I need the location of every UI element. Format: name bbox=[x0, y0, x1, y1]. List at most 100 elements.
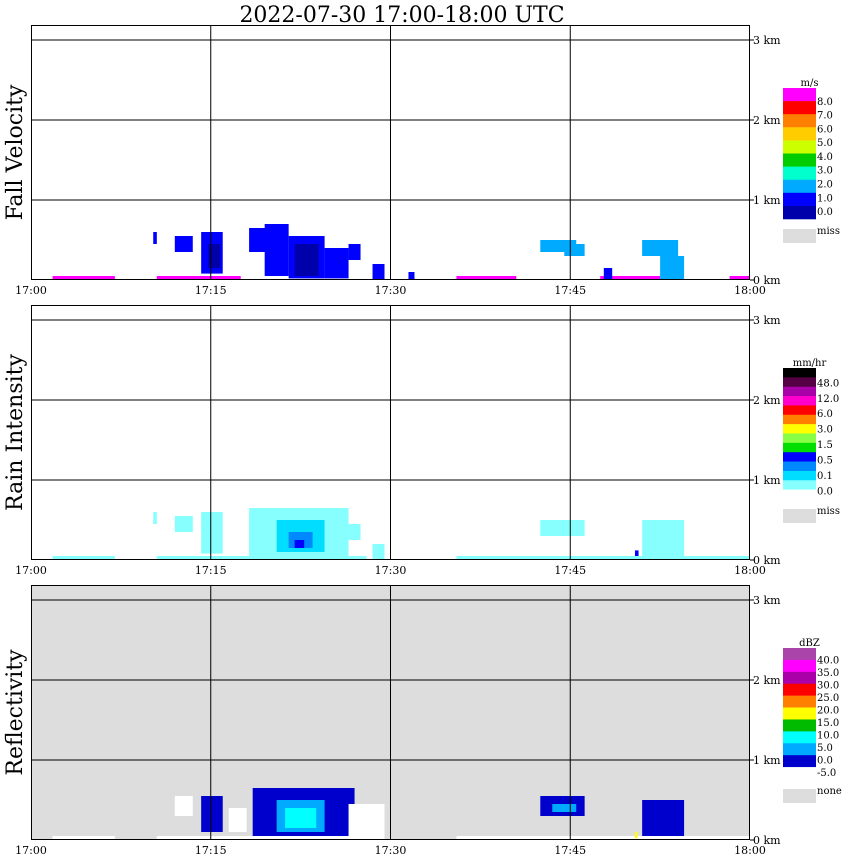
x-tick-label: 17:00 bbox=[15, 284, 47, 297]
echo-cell bbox=[208, 244, 221, 268]
colorbar-label: 35.0 bbox=[817, 668, 839, 679]
y-tick-label: 3 km bbox=[753, 594, 781, 607]
echo-cell bbox=[603, 268, 613, 280]
x-tick-label: 17:45 bbox=[554, 564, 586, 577]
colorbar-label: 15.0 bbox=[817, 718, 839, 729]
echo-cell bbox=[552, 804, 577, 812]
colorbar-label: 6.0 bbox=[817, 124, 833, 135]
colorbar-swatch bbox=[783, 683, 816, 696]
x-tick-label: 17:30 bbox=[375, 284, 407, 297]
echo-cell bbox=[564, 244, 585, 256]
echo-cell bbox=[285, 808, 317, 828]
x-tick-label: 17:45 bbox=[554, 844, 586, 857]
colorbar-swatch bbox=[783, 442, 816, 453]
colorbar-swatch bbox=[783, 166, 816, 180]
colorbar-swatch bbox=[783, 452, 816, 462]
colorbar-missing-label: miss bbox=[817, 506, 840, 517]
colorbar-label: 0.0 bbox=[817, 755, 833, 766]
x-tick-label: 17:30 bbox=[375, 564, 407, 577]
y-tick-label: 1 km bbox=[753, 754, 781, 767]
colorbar-label: 7.0 bbox=[817, 111, 833, 122]
colorbar-label: 2.0 bbox=[817, 180, 833, 191]
y-tick-label: 1 km bbox=[753, 194, 781, 207]
echo-cell bbox=[456, 836, 750, 840]
colorbar-swatch bbox=[783, 192, 816, 207]
y-tick-label: 2 km bbox=[753, 674, 781, 687]
echo-cell bbox=[153, 512, 157, 524]
colorbar-label: 1.5 bbox=[817, 440, 833, 451]
colorbar-swatch bbox=[783, 386, 816, 397]
colorbar-swatch bbox=[783, 88, 816, 102]
colorbar-swatch bbox=[783, 179, 816, 194]
colorbar-label: 5.0 bbox=[817, 138, 833, 149]
y-tick-label: 0 km bbox=[753, 274, 781, 287]
echo-cell bbox=[634, 832, 638, 839]
fall-velocity-panel: 17:00 17:15 17:30 17:45 18:000 km 1 km 2 km 3 k… bbox=[3, 25, 840, 297]
echo-cell bbox=[372, 264, 385, 280]
colorbar-swatch bbox=[783, 671, 816, 685]
echo-cell bbox=[294, 540, 305, 548]
colorbar-swatch bbox=[783, 480, 816, 490]
colorbar-label: 10.0 bbox=[817, 730, 839, 741]
echo-cell bbox=[660, 256, 685, 280]
echo-cell bbox=[174, 516, 193, 532]
panel-label: Fall Velocity bbox=[3, 84, 28, 220]
colorbar-unit: dBZ bbox=[799, 638, 820, 649]
colorbar-label: 40.0 bbox=[817, 655, 839, 666]
colorbar-swatch bbox=[783, 153, 816, 167]
echo-cell bbox=[642, 800, 685, 836]
x-tick-label: 18:00 bbox=[734, 284, 766, 297]
colorbar-swatch bbox=[783, 405, 816, 416]
echo-cell bbox=[52, 276, 115, 280]
echo-cell bbox=[153, 232, 157, 244]
plot-frame bbox=[31, 585, 750, 840]
colorbar-swatch bbox=[783, 140, 816, 154]
x-tick-label: 17:45 bbox=[554, 284, 586, 297]
colorbar-label: 20.0 bbox=[817, 705, 839, 716]
colorbar-label: 12.0 bbox=[817, 394, 839, 405]
colorbar-swatch bbox=[783, 101, 816, 115]
colorbar-label: -5.0 bbox=[817, 768, 836, 779]
x-tick-label: 17:15 bbox=[195, 284, 227, 297]
x-tick-label: 18:00 bbox=[734, 564, 766, 577]
echo-cell bbox=[408, 272, 415, 280]
echo-cell bbox=[156, 556, 367, 560]
colorbar-swatch bbox=[783, 368, 816, 378]
x-tick-label: 17:00 bbox=[15, 564, 47, 577]
rain-intensity-panel: 17:00 17:15 17:30 17:45 18:000 km 1 km 2 km 3 k… bbox=[3, 305, 840, 577]
colorbar-swatch bbox=[783, 414, 816, 425]
colorbar-unit: m/s bbox=[801, 78, 819, 89]
echo-cell bbox=[642, 520, 685, 560]
panels: 17:00 17:15 17:30 17:45 18:000 km1 km2 km3 k… bbox=[3, 25, 842, 857]
colorbar-swatch bbox=[783, 470, 816, 481]
colorbar-label: 0.0 bbox=[817, 207, 833, 218]
colorbar-label: 48.0 bbox=[817, 378, 839, 389]
echo-cell bbox=[156, 276, 241, 280]
colorbar-swatch bbox=[783, 424, 816, 434]
colorbar-missing-label: miss bbox=[817, 226, 840, 237]
colorbar-label: 0.0 bbox=[817, 486, 833, 497]
echo-cell bbox=[201, 796, 223, 832]
colorbar-label: 0.1 bbox=[817, 471, 833, 482]
x-tick-label: 17:15 bbox=[195, 844, 227, 857]
echo-cell bbox=[348, 804, 385, 840]
echo-cell bbox=[201, 512, 223, 554]
colorbar-label: 6.0 bbox=[817, 409, 833, 420]
colorbar-swatch bbox=[783, 648, 816, 661]
colorbar-label: 3.0 bbox=[817, 425, 833, 436]
panel-label: Rain Intensity bbox=[3, 353, 28, 510]
colorbar-swatch bbox=[783, 707, 816, 720]
colorbar-label: 30.0 bbox=[817, 680, 839, 691]
colorbar-label: 8.0 bbox=[817, 97, 833, 108]
colorbar-swatch bbox=[783, 205, 816, 220]
colorbar-label: 1.0 bbox=[817, 193, 833, 204]
y-tick-label: 1 km bbox=[753, 474, 781, 487]
echo-cell bbox=[324, 248, 349, 279]
echo-cell bbox=[456, 276, 517, 280]
colorbar-label: 4.0 bbox=[817, 152, 833, 163]
colorbar-swatch bbox=[783, 743, 816, 756]
x-tick-label: 17:30 bbox=[375, 844, 407, 857]
colorbar-missing-swatch bbox=[783, 509, 816, 523]
echo-cell bbox=[294, 244, 319, 276]
